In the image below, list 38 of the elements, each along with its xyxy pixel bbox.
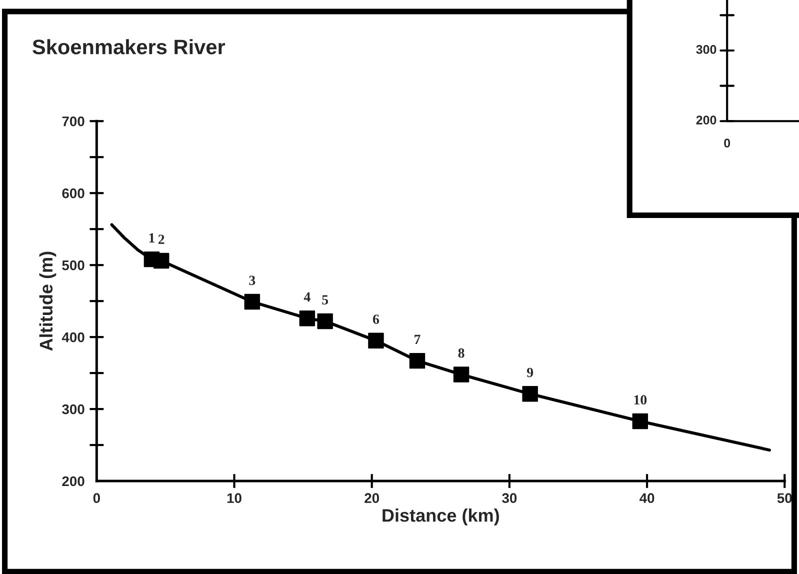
- point: [153, 252, 170, 269]
- x-tick-label: 50: [777, 493, 792, 504]
- annotation: 3: [249, 276, 256, 286]
- point: [368, 332, 384, 349]
- x-tick-label: 20: [364, 493, 380, 504]
- y-tick-label: 400: [62, 332, 84, 342]
- annotation: 6: [372, 314, 380, 324]
- annotation: 1: [149, 233, 154, 242]
- x-axis-title: Distance (km): [382, 508, 499, 526]
- x-tick-label: 40: [640, 493, 654, 504]
- line-series: [110, 223, 772, 452]
- point: [299, 310, 316, 326]
- y-tick-label: 300: [62, 404, 84, 414]
- annotation: 2: [158, 234, 164, 244]
- point: [522, 386, 538, 402]
- chart-title: Skoenmakers River: [32, 39, 226, 54]
- point: [244, 294, 260, 310]
- y-tick-label: 700: [62, 116, 84, 126]
- y-tick-label: 500: [62, 260, 84, 270]
- x-tick-label: 0: [93, 493, 100, 504]
- y-tick-label: 600: [62, 188, 84, 198]
- annotation: 10: [634, 395, 647, 405]
- point: [632, 413, 648, 430]
- annotation: 0: [724, 138, 730, 148]
- annotation: 7: [414, 334, 420, 344]
- annotation: 4: [304, 292, 310, 302]
- x-tick-label: 30: [502, 493, 517, 504]
- point: [317, 313, 333, 330]
- point: [453, 366, 470, 382]
- text: 300: [696, 45, 716, 54]
- annotation: 5: [322, 295, 328, 305]
- annotation: 8: [458, 348, 464, 358]
- y-axis-title: Altitude (m): [39, 252, 56, 351]
- point: [409, 352, 426, 369]
- y-tick-label: 200: [62, 476, 84, 486]
- annotation: 9: [526, 368, 534, 378]
- x-tick-label: 10: [227, 493, 242, 504]
- annotation: 200: [696, 116, 716, 124]
